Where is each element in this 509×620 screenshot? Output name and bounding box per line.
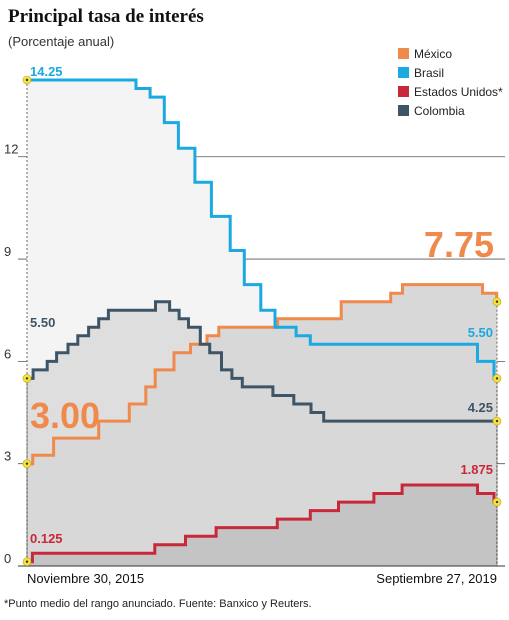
chart-subtitle: (Porcentaje anual) bbox=[8, 34, 115, 49]
legend: México Brasil Estados Unidos* Colombia bbox=[398, 44, 503, 120]
legend-item-colombia: Colombia bbox=[398, 101, 503, 120]
x-tick-label-start: Noviembre 30, 2015 bbox=[27, 571, 144, 586]
data-label-colombia-start: 5.50 bbox=[30, 315, 55, 330]
y-tick-label: 3 bbox=[4, 449, 11, 464]
y-tick-label: 12 bbox=[4, 142, 18, 157]
endpoint-marker-center bbox=[25, 78, 29, 82]
endpoint-marker-center bbox=[25, 560, 29, 563]
y-tick-label: 9 bbox=[4, 244, 11, 259]
endpoint-marker-center bbox=[25, 377, 29, 380]
series-line-colombia bbox=[27, 300, 497, 423]
series-line-estados-unidos bbox=[27, 483, 497, 564]
legend-label: Colombia bbox=[414, 103, 465, 118]
legend-label: Brasil bbox=[414, 65, 445, 80]
legend-item-mexico: México bbox=[398, 44, 503, 63]
series-line-brasil bbox=[27, 78, 497, 380]
legend-label: México bbox=[414, 46, 453, 61]
legend-item-brasil: Brasil bbox=[398, 63, 503, 82]
data-label-mexico-start: 3.00 bbox=[30, 395, 100, 436]
endpoint-marker-center bbox=[25, 462, 29, 465]
data-label-colombia-end: 4.25 bbox=[468, 400, 493, 415]
data-label-mexico-end: 7.75 bbox=[424, 224, 494, 265]
series-line-mexico bbox=[27, 283, 499, 466]
data-label-usa-start: 0.125 bbox=[30, 531, 63, 546]
x-tick-label-end: Septiembre 27, 2019 bbox=[376, 571, 497, 586]
y-tick-label: 0 bbox=[4, 551, 11, 566]
area-fill bbox=[27, 485, 497, 566]
data-label-usa-end: 1.875 bbox=[460, 462, 493, 477]
legend-swatch bbox=[398, 86, 409, 97]
chart-title: Principal tasa de interés bbox=[8, 6, 204, 27]
endpoint-marker-center bbox=[495, 500, 499, 504]
endpoint-marker-center bbox=[495, 377, 499, 380]
legend-swatch bbox=[398, 48, 409, 59]
y-tick-label: 6 bbox=[4, 346, 11, 361]
endpoint-marker-center bbox=[495, 300, 499, 303]
data-label-brasil-end: 5.50 bbox=[468, 325, 493, 340]
legend-item-estados-unidos: Estados Unidos* bbox=[398, 82, 503, 101]
legend-swatch bbox=[398, 67, 409, 78]
legend-swatch bbox=[398, 105, 409, 116]
legend-label: Estados Unidos* bbox=[414, 84, 503, 99]
endpoint-marker-center bbox=[495, 419, 499, 423]
footnote: *Punto medio del rango anunciado. Fuente… bbox=[4, 598, 312, 610]
data-label-brasil-start: 14.25 bbox=[30, 64, 63, 79]
